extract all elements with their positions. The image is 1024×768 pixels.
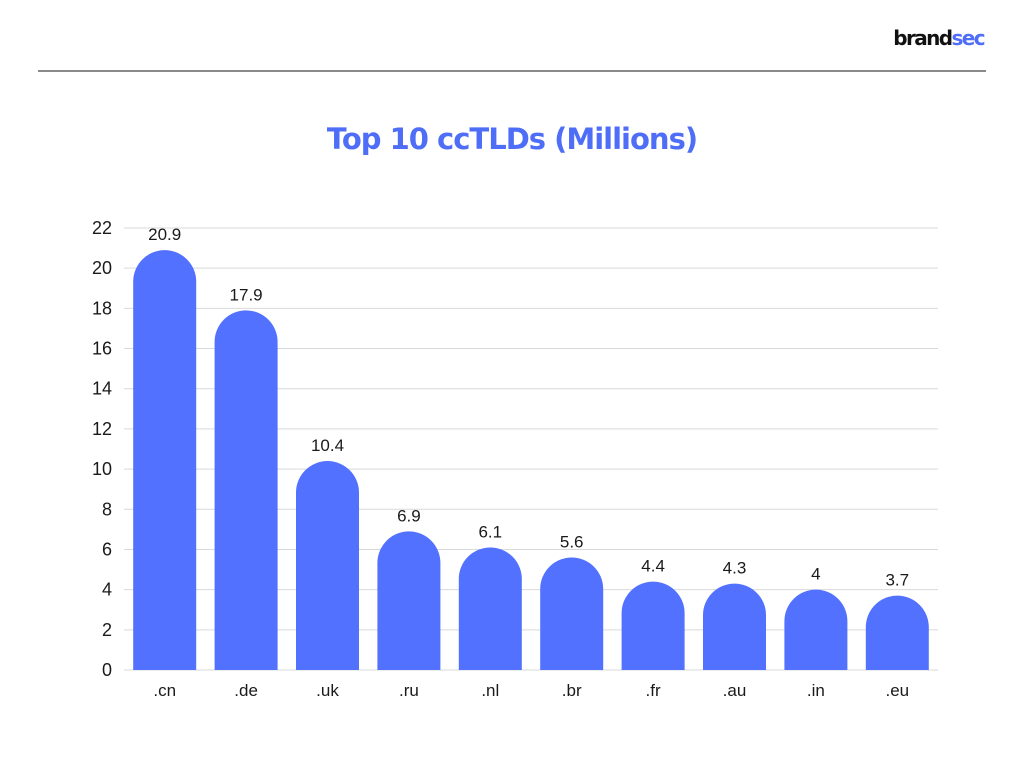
bar — [540, 557, 604, 670]
x-category-label: .in — [807, 681, 825, 700]
bar — [458, 547, 522, 670]
data-label: 4 — [811, 565, 820, 584]
data-labels: 20.9 17.9 10.4 6.9 6.1 5.6 4.4 4.3 4 3.7 — [148, 225, 909, 590]
bar — [214, 310, 278, 670]
brand-logo: brandsec — [893, 26, 985, 50]
bar — [865, 595, 929, 670]
y-tick-label: 4 — [102, 580, 112, 600]
y-tick-label: 12 — [92, 419, 112, 439]
data-label: 3.7 — [885, 571, 909, 590]
x-category-label: .cn — [153, 681, 176, 700]
y-tick-label: 14 — [92, 379, 112, 399]
x-category-label: .ru — [399, 681, 419, 700]
y-tick-label: 0 — [102, 660, 112, 680]
data-label: 4.4 — [641, 557, 665, 576]
bar — [621, 581, 685, 670]
y-tick-label: 18 — [92, 298, 112, 318]
logo-text-sec: sec — [951, 26, 985, 50]
data-label: 6.1 — [478, 522, 502, 541]
data-label: 4.3 — [723, 559, 747, 578]
y-tick-label: 20 — [92, 258, 112, 278]
x-category-label: .eu — [885, 681, 909, 700]
x-axis-categories: .cn .de .uk .ru .nl .br .fr .au .in .eu — [153, 681, 909, 700]
x-category-label: .br — [562, 681, 582, 700]
bar — [296, 461, 359, 670]
y-axis-ticks: 0 2 4 6 8 10 12 14 16 18 20 22 — [92, 218, 112, 680]
bar — [377, 531, 441, 670]
bar — [133, 250, 197, 670]
data-label: 20.9 — [148, 225, 181, 244]
x-category-label: .nl — [481, 681, 499, 700]
data-label: 10.4 — [311, 436, 344, 455]
y-tick-label: 16 — [92, 339, 112, 359]
y-tick-label: 8 — [102, 499, 112, 519]
bar — [784, 589, 848, 670]
logo-text-brand: brand — [893, 26, 953, 50]
chart-title: Top 10 ccTLDs (Millions) — [326, 122, 698, 156]
y-tick-label: 2 — [102, 620, 112, 640]
y-tick-label: 22 — [92, 218, 112, 238]
x-category-label: .uk — [316, 681, 339, 700]
y-tick-label: 10 — [92, 459, 112, 479]
x-category-label: .fr — [646, 681, 661, 700]
x-category-label: .au — [723, 681, 747, 700]
data-label: 17.9 — [230, 285, 263, 304]
y-tick-label: 6 — [102, 539, 112, 559]
header-divider — [38, 70, 986, 72]
x-category-label: .de — [234, 681, 258, 700]
data-label: 6.9 — [397, 506, 421, 525]
bar — [703, 583, 766, 670]
bars — [133, 250, 929, 670]
data-label: 5.6 — [560, 532, 584, 551]
